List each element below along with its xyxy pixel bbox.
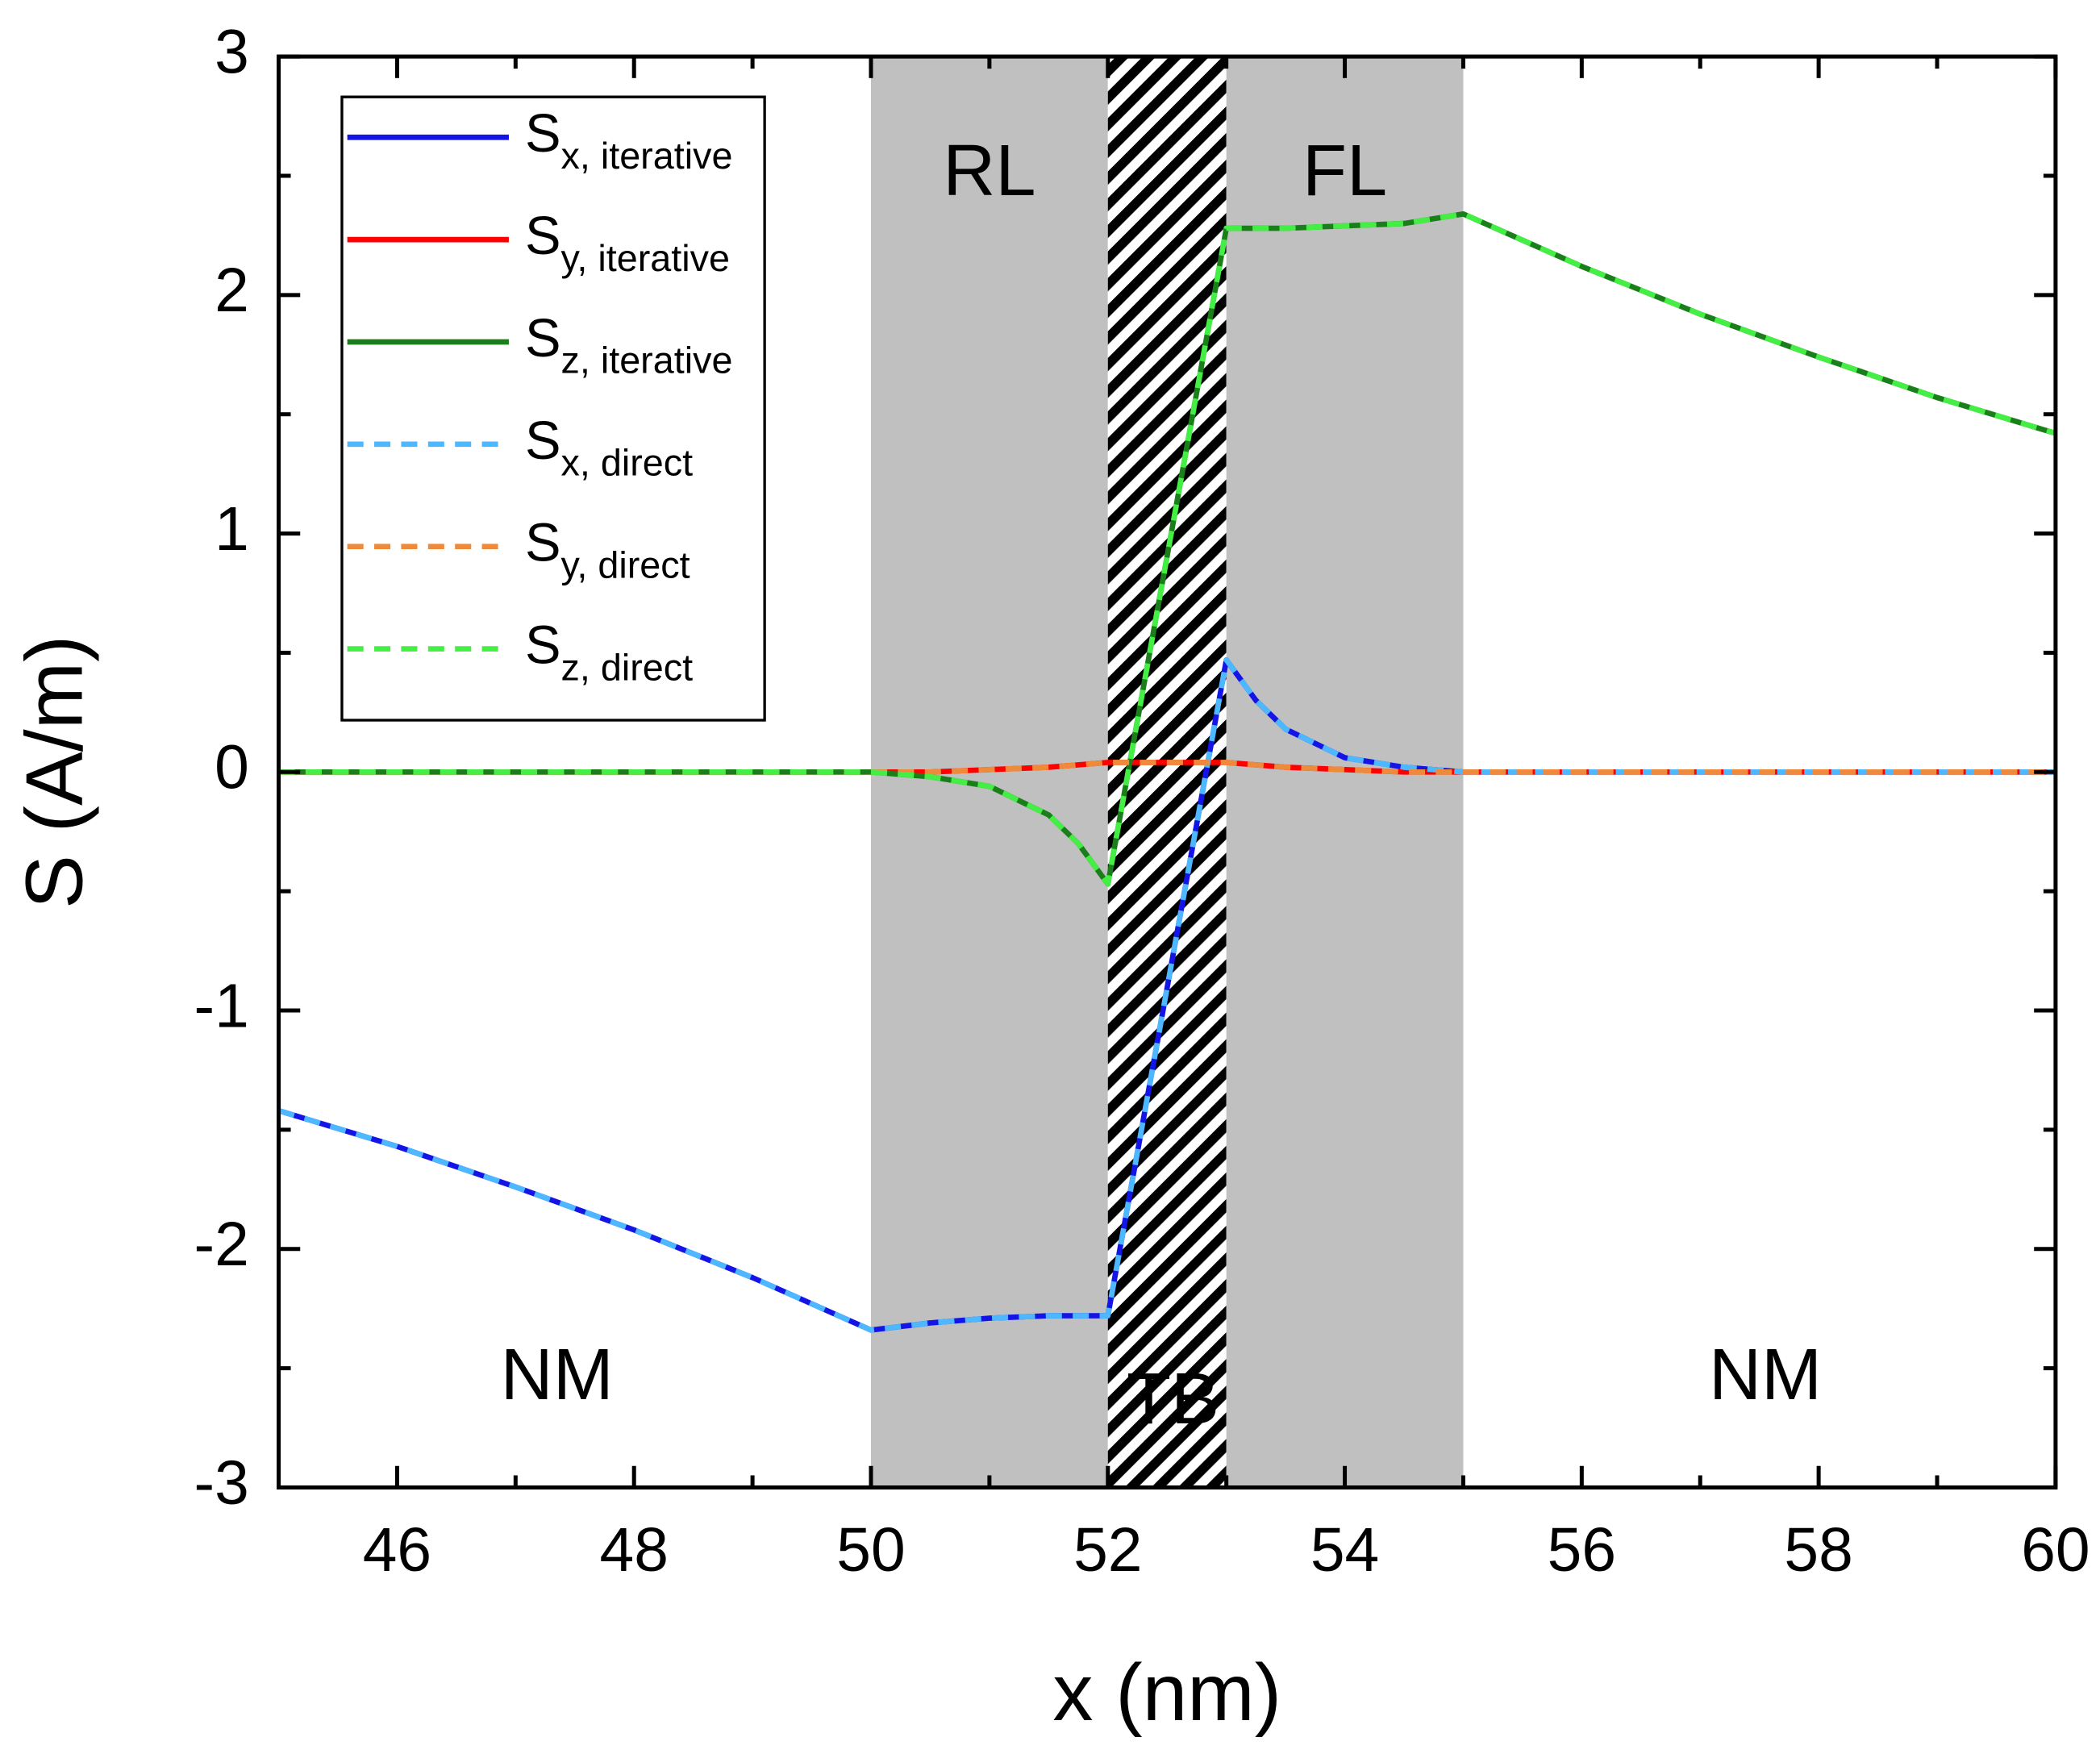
legend-name: S xyxy=(525,309,561,369)
y-tick-label: 3 xyxy=(215,17,249,86)
y-tick-label: -1 xyxy=(194,971,249,1040)
legend-name: S xyxy=(525,410,561,470)
legend-label: Sx, direct xyxy=(525,410,693,483)
x-tick-label: 46 xyxy=(363,1515,431,1585)
legend-box xyxy=(340,95,766,722)
x-tick-label: 60 xyxy=(2021,1515,2090,1585)
legend-label: Sz, direct xyxy=(525,615,693,688)
y-tick-label: 0 xyxy=(215,733,249,802)
legend-subscript: x, iterative xyxy=(561,135,733,177)
legend-name: S xyxy=(525,104,561,164)
annotation: NM xyxy=(501,1334,614,1415)
legend-label: Sz, iterative xyxy=(525,309,732,381)
annotation: NM xyxy=(1709,1334,1822,1415)
y-tick-label: -2 xyxy=(194,1210,249,1279)
x-tick-label: 56 xyxy=(1548,1515,1616,1585)
x-tick-label: 58 xyxy=(1784,1515,1852,1585)
legend-name: S xyxy=(525,206,561,266)
region-label: TB xyxy=(1127,1358,1219,1439)
x-axis-label: x (nm) xyxy=(1052,1648,1281,1738)
legend-label: Sx, iterative xyxy=(525,104,732,177)
region-label: RL xyxy=(943,130,1035,211)
legend-label: Sy, iterative xyxy=(525,206,730,279)
y-tick-label: 1 xyxy=(215,494,249,564)
legend-name: S xyxy=(525,615,561,675)
legend-subscript: z, direct xyxy=(561,647,694,689)
legend-subscript: z, iterative xyxy=(561,340,733,381)
series-line xyxy=(277,656,2056,1333)
y-tick-label: -3 xyxy=(194,1448,249,1518)
series-line xyxy=(278,210,2056,887)
region-label: FL xyxy=(1302,130,1387,211)
y-axis-label: S (A/m) xyxy=(10,635,100,909)
y-tick-label: 2 xyxy=(215,256,249,325)
x-tick-label: 52 xyxy=(1073,1515,1142,1585)
x-tick-label: 54 xyxy=(1310,1515,1379,1585)
legend-label: Sy, direct xyxy=(525,513,690,585)
x-tick-label: 48 xyxy=(600,1515,669,1585)
legend-name: S xyxy=(525,513,561,573)
legend-subscript: y, iterative xyxy=(561,237,730,279)
legend-subscript: y, direct xyxy=(561,544,690,586)
legend-subscript: x, direct xyxy=(561,442,694,484)
x-tick-label: 50 xyxy=(836,1515,905,1585)
